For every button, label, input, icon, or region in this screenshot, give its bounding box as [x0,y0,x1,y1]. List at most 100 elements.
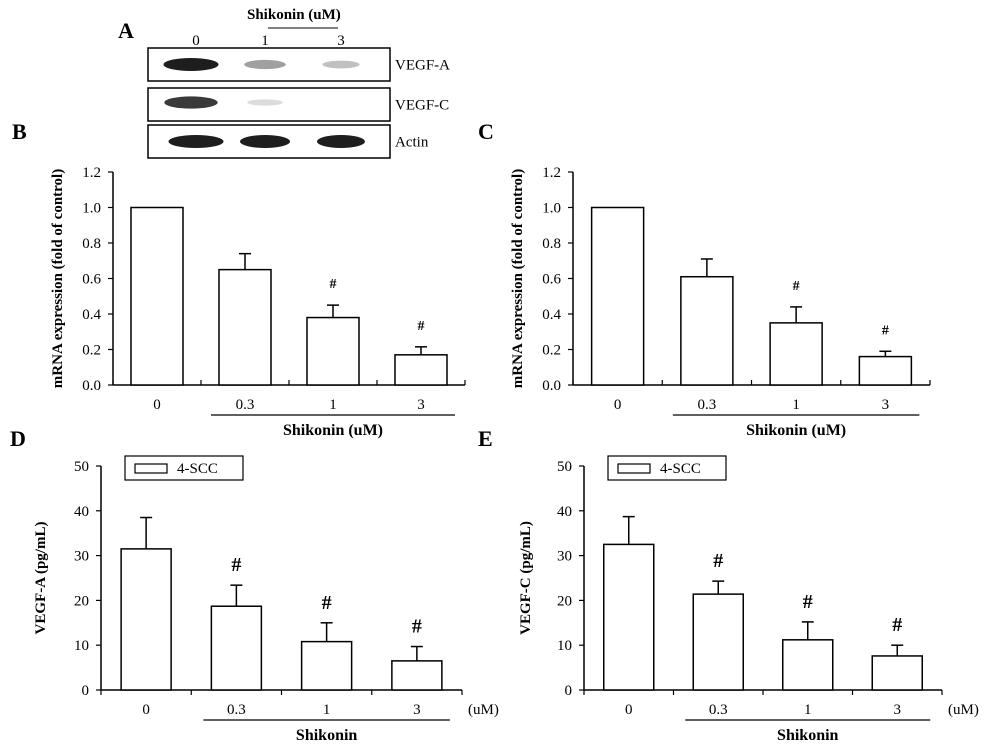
blot-band [322,60,360,69]
x-unit-label: (uM) [468,702,499,718]
y-tick-label: 50 [557,459,572,475]
y-tick-label: 30 [74,549,89,565]
bar [120,548,172,691]
x-tick-label: 0.3 [227,702,246,718]
blot-band [240,135,290,148]
panel-letter: D [10,426,26,451]
x-tick-label: 3 [413,702,421,718]
y-tick-label: 0.6 [82,272,101,288]
x-tick-label: 1 [323,702,331,718]
x-axis-label: Shikonin (uM) [746,422,846,439]
x-tick-label: 0.3 [698,397,717,413]
legend-swatch [617,463,651,474]
x-tick-label: 3 [417,397,425,413]
y-tick-label: 40 [557,504,572,520]
x-tick-label: 3 [882,397,890,413]
y-tick-label: 20 [74,593,89,609]
blot-header-label: Shikonin (uM) [247,7,341,23]
y-tick-label: 0.4 [542,307,561,323]
y-tick-label: 0 [565,683,573,699]
significance-mark: # [418,319,425,334]
significance-mark: # [803,591,813,613]
chart-panel-e: E 0 10 20 30 40 50 0 #0.3 #1 #3 Shikonin (uM) VEGF-C … [478,426,979,744]
blot-band [247,99,283,106]
bar [590,206,645,386]
y-tick-label: 30 [557,549,572,565]
x-tick-label: 0.3 [709,702,728,718]
y-tick-label: 0.0 [542,378,561,394]
legend-label: 4-SCC [660,461,701,477]
x-tick-label: 0 [625,702,633,718]
y-tick-label: 0.8 [82,236,101,252]
significance-mark: # [322,592,332,614]
y-tick-label: 0.4 [82,307,101,323]
y-tick-label: 0.8 [542,236,561,252]
y-axis-label: VEGF-A (pg/mL) [33,522,49,635]
significance-mark: # [412,616,422,638]
y-tick-label: 10 [74,638,89,654]
x-axis-label: Shikonin [777,727,838,744]
y-axis-label: VEGF-C (pg/mL) [518,521,534,635]
y-tick-label: 10 [557,638,572,654]
legend-label: 4-SCC [177,461,218,477]
bar [306,316,360,386]
y-tick-label: 1.2 [542,165,561,181]
blot-label: Actin [395,135,429,151]
chart-panel-b: B 0.0 0.2 0.4 0.6 0.8 1.0 1.2 0 0.3 #1 #3 Shikonin (… [12,119,466,439]
bar [300,640,353,691]
lane-label: 3 [337,33,345,49]
y-tick-label: 0.2 [542,343,561,359]
y-tick-label: 0.6 [542,272,561,288]
y-tick-label: 0.2 [82,343,101,359]
blot-band [164,96,218,109]
x-tick-label: 1 [329,397,337,413]
bar [130,206,184,386]
x-axis-label: Shikonin (uM) [283,422,383,439]
x-tick-label: 0 [153,397,161,413]
y-tick-label: 50 [74,459,89,475]
blot-band [317,135,365,148]
x-tick-label: 1 [792,397,800,413]
blot-label: VEGF-A [395,58,450,74]
bar [871,655,923,691]
y-tick-label: 1.2 [82,165,101,181]
y-tick-label: 0 [82,683,90,699]
bar [782,639,834,691]
bar [858,355,913,386]
blot-label: VEGF-C [395,98,449,114]
x-unit-label: (uM) [948,702,979,718]
panel-letter-a: A [118,18,134,43]
y-tick-label: 40 [74,504,89,520]
bar [692,593,744,691]
bar-charts: B 0.0 0.2 0.4 0.6 0.8 1.0 1.2 0 0.3 #1 #3 Shikonin (… [10,119,979,744]
panel-letter: B [12,119,27,144]
chart-panel-c: C 0.0 0.2 0.4 0.6 0.8 1.0 1.2 0 0.3 #1 #3 Shikonin (… [478,119,931,439]
blot-band [163,58,219,71]
bar [218,268,272,386]
x-tick-label: 1 [804,702,812,718]
significance-mark: # [713,550,723,572]
significance-mark: # [892,614,902,636]
significance-mark: # [330,277,337,292]
lane-label: 0 [192,33,200,49]
blot-band [244,59,286,70]
significance-mark: # [793,279,800,294]
x-axis-label: Shikonin [296,727,357,744]
y-tick-label: 0.0 [82,378,101,394]
legend-swatch [134,463,168,474]
blot-band [168,135,224,148]
panel-letter: C [478,119,494,144]
bar [603,543,655,691]
y-tick-label: 20 [557,593,572,609]
western-blot-panel: A Shikonin (uM) 0 1 3 VEGF-A VEGF-C Actin [118,7,450,159]
panel-letter: E [478,426,493,451]
x-tick-label: 0 [142,702,150,718]
chart-panel-d: D 0 10 20 30 40 50 0 #0.3 #1 #3 Shikonin (uM) VEGF-A … [10,426,499,744]
significance-mark: # [231,554,241,576]
y-axis-label: mRNA expression (fold of control) [50,169,66,388]
lane-label: 1 [261,33,269,49]
significance-mark: # [882,323,889,338]
bar [210,605,263,691]
bar [680,275,734,386]
